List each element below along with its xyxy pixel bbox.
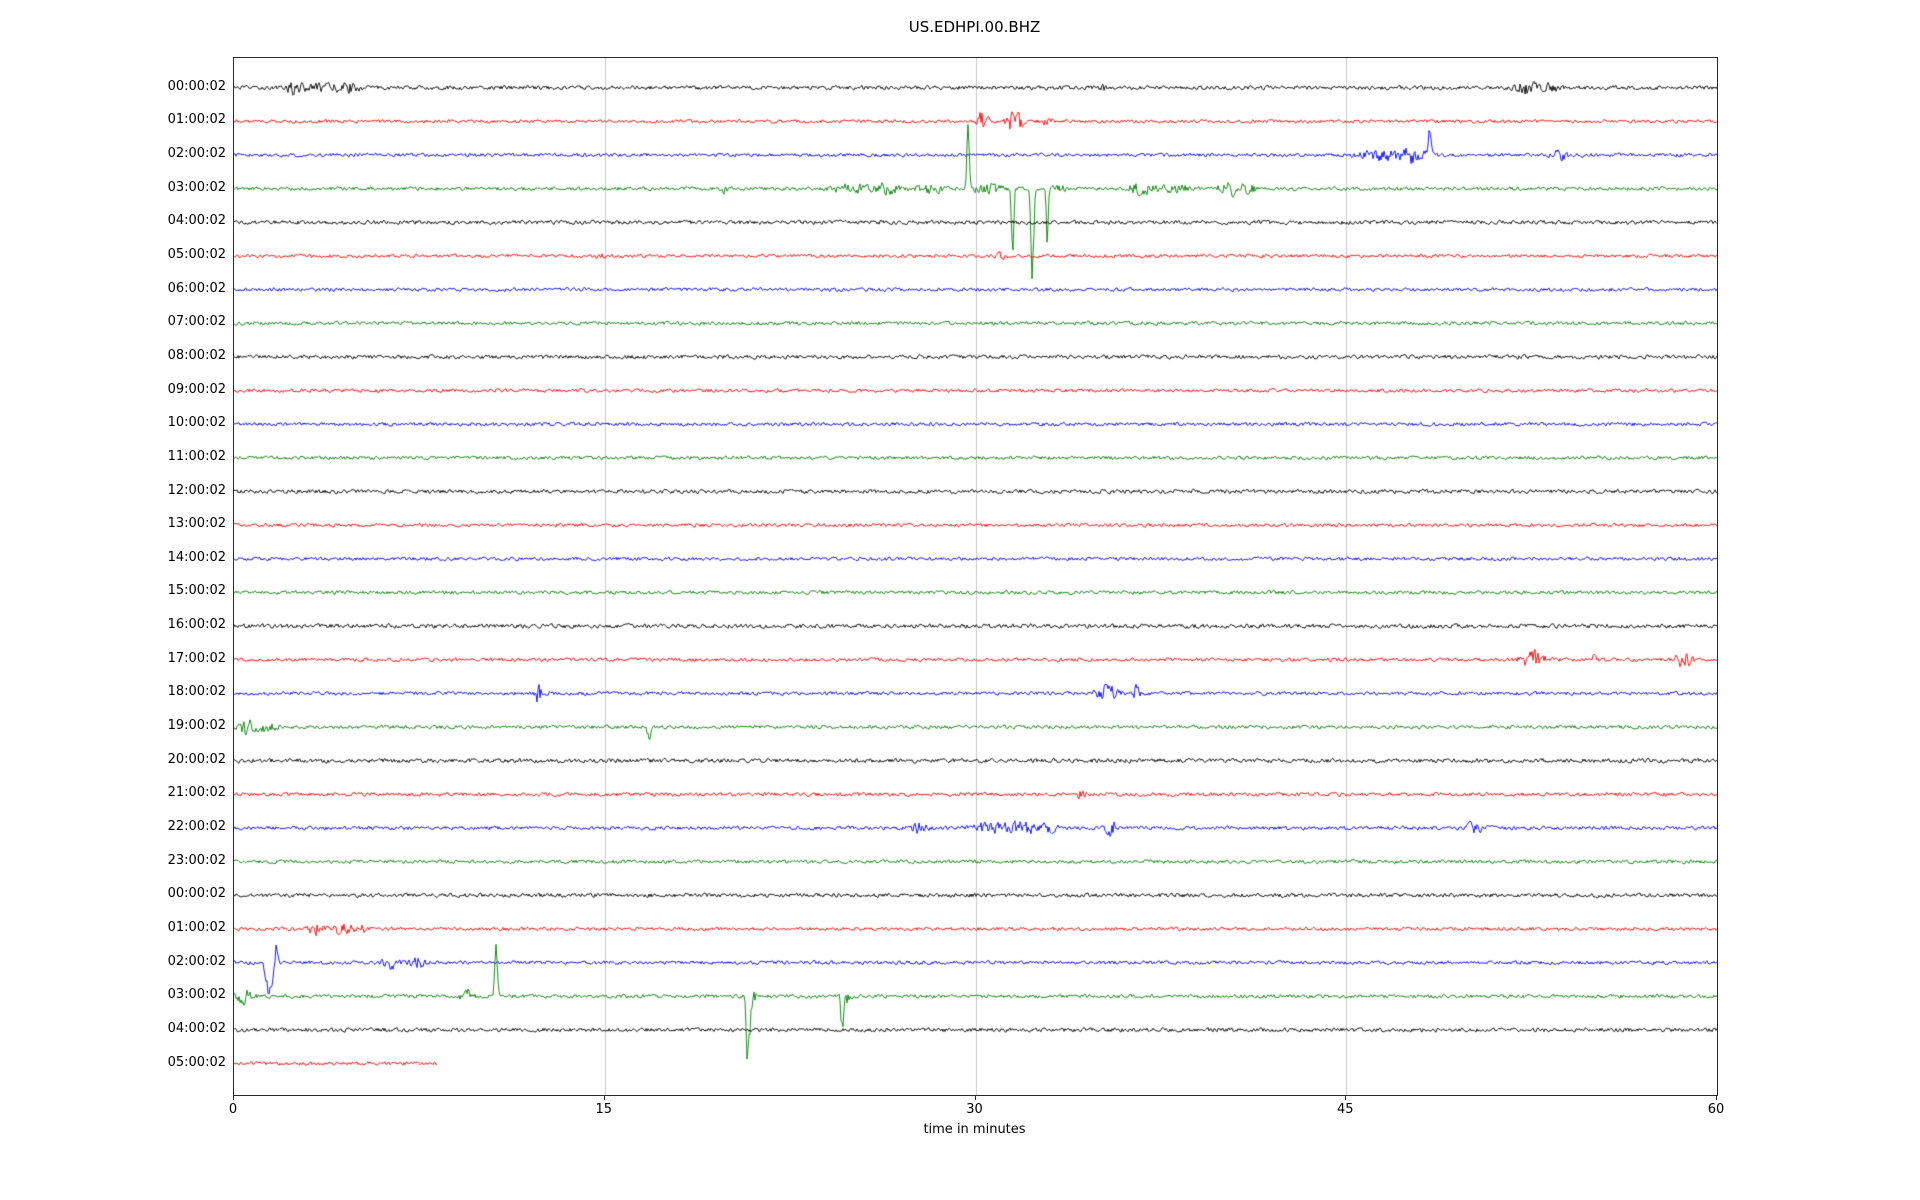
- x-tick-label: 30: [966, 1102, 983, 1117]
- trace-time-label: 09:00:02: [167, 381, 226, 397]
- x-tick-mark: [975, 1095, 976, 1100]
- trace-time-label: 22:00:02: [167, 819, 226, 834]
- trace-time-label: 18:00:02: [167, 684, 226, 700]
- trace-time-label: 14:00:02: [167, 549, 226, 565]
- seismogram-canvas: [234, 58, 1717, 1095]
- plot-area: [233, 57, 1718, 1096]
- x-tick-label: 45: [1336, 1102, 1354, 1117]
- trace-time-label: 21:00:02: [167, 785, 226, 801]
- trace-time-label: 02:00:02: [167, 146, 226, 161]
- trace-time-label: 08:00:02: [167, 347, 226, 363]
- trace-time-label: 06:00:02: [167, 280, 226, 296]
- x-tick-mark: [233, 1095, 234, 1100]
- trace-time-label: 01:00:02: [167, 919, 226, 935]
- trace-time-label: 04:00:02: [167, 1020, 226, 1036]
- trace-time-label: 17:00:02: [167, 650, 226, 666]
- x-tick-mark: [1716, 1095, 1717, 1100]
- trace-time-label: 01:00:02: [167, 112, 226, 128]
- trace-time-label: 00:00:02: [167, 886, 226, 902]
- trace-time-label: 23:00:02: [167, 852, 226, 868]
- x-tick-mark: [1345, 1095, 1346, 1100]
- trace-time-label: 11:00:02: [167, 448, 226, 464]
- x-axis-label: time in minutes: [923, 1122, 1026, 1137]
- trace-time-label: 12:00:02: [167, 482, 226, 498]
- trace-time-label: 10:00:02: [167, 415, 226, 431]
- trace-time-label: 05:00:02: [167, 1054, 226, 1070]
- trace-time-label: 03:00:02: [167, 987, 226, 1003]
- x-tick-mark: [604, 1095, 605, 1100]
- trace-time-label: 15:00:02: [167, 583, 226, 599]
- trace-time-label: 13:00:02: [167, 516, 226, 532]
- trace-time-label: 07:00:02: [167, 314, 226, 330]
- x-tick-label: 60: [1707, 1102, 1725, 1117]
- trace-time-label: 03:00:02: [167, 179, 226, 195]
- x-tick-label: 0: [228, 1102, 238, 1117]
- trace-time-label: 00:00:02: [167, 78, 226, 94]
- trace-time-label: 16:00:02: [167, 617, 226, 633]
- trace-time-label: 05:00:02: [167, 246, 226, 262]
- trace-time-label: 20:00:02: [167, 751, 226, 767]
- trace-time-label: 04:00:02: [167, 213, 226, 229]
- trace-time-label: 19:00:02: [167, 718, 226, 734]
- trace-time-label: 02:00:02: [167, 953, 226, 969]
- chart-title: US.EDHPI.00.BHZ: [908, 18, 1041, 36]
- x-tick-label: 15: [595, 1102, 613, 1117]
